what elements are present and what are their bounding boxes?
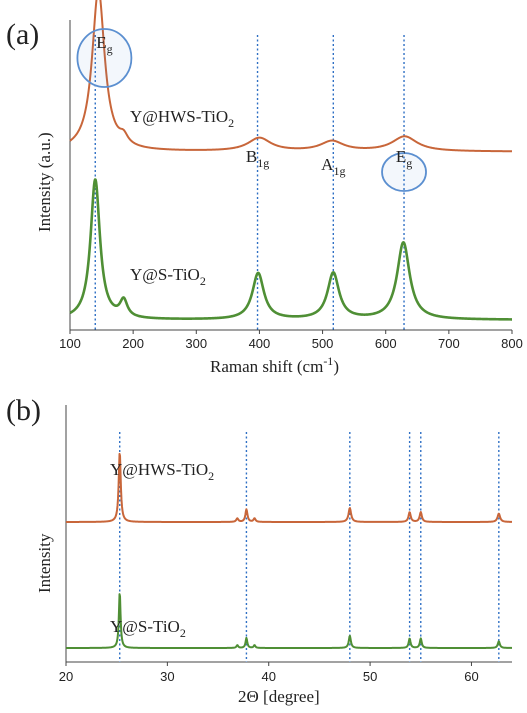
raman-peak-label-a1g: A1g [321,155,345,178]
xrd-curves [65,452,513,649]
raman-peak-annotations: Eg B1g A1g Eg [76,28,427,192]
xrd-series-y-hws-tio2 [65,452,513,523]
raman-tick-label-300: 300 [185,336,207,351]
raman-tick-label-700: 700 [438,336,460,351]
xrd-tick-label-50: 50 [363,669,377,684]
raman-curves [69,0,513,321]
raman-label-y-s-tio2: Y@S-TiO2 [130,265,206,288]
raman-x-axis-title-sup: -1 [323,354,333,368]
raman-peak-circle-3 [381,152,427,192]
xrd-series-y-s-tio2 [65,593,513,649]
raman-peak-circle-0 [76,28,133,88]
raman-peak-label-eg: Eg [96,33,112,56]
raman-y-axis-title: Intensity (a.u.) [35,132,54,232]
panel-label-b: (b) [6,394,41,427]
raman-tick-label-400: 400 [249,336,271,351]
xrd-x-axis-title: 2Θ [degree] [238,687,320,706]
raman-tick-label-500: 500 [312,336,334,351]
raman-series-labels: Y@HWS-TiO2 Y@S-TiO2 [130,107,234,288]
raman-panel: (a) 100 200 300 400 500 600 700 800 Eg B1g A1gEg … [6,0,523,376]
raman-series-y-hws-tio2 [69,0,513,153]
raman-tick-label-100: 100 [59,336,81,351]
raman-tick-label-800: 800 [501,336,523,351]
xrd-tick-label-20: 20 [59,669,73,684]
xrd-tick-label-40: 40 [261,669,275,684]
raman-x-axis-title-end: ) [333,357,339,376]
xrd-tick-label-60: 60 [464,669,478,684]
xrd-x-ticks: 20 30 40 50 60 [59,662,479,684]
xrd-label-y-s-tio2: Y@S-TiO2 [110,617,186,640]
raman-series-y-s-tio2 [69,178,513,321]
raman-peak-label-eg: Eg [396,147,412,170]
xrd-series-labels: Y@HWS-TiO2 Y@S-TiO2 [110,460,214,640]
xrd-panel: (b) 20 30 40 50 60 Y@HWS-TiO2 Y@S-TiO2 Intens… [6,394,513,706]
xrd-y-axis-title: Intensity [35,533,54,593]
raman-x-axis-title-main: Raman shift (cm [210,357,323,376]
xrd-tick-label-30: 30 [160,669,174,684]
raman-label-y-hws-tio2: Y@HWS-TiO2 [130,107,234,130]
raman-x-axis-title: Raman shift (cm-1) [210,354,339,376]
raman-x-ticks: 100 200 300 400 500 600 700 800 [59,330,523,351]
panel-label-a: (a) [6,18,39,51]
raman-tick-label-600: 600 [375,336,397,351]
raman-tick-label-200: 200 [122,336,144,351]
xrd-label-y-hws-tio2: Y@HWS-TiO2 [110,460,214,483]
raman-peak-label-b1g: B1g [246,147,269,170]
raman-reference-lines [94,35,405,330]
